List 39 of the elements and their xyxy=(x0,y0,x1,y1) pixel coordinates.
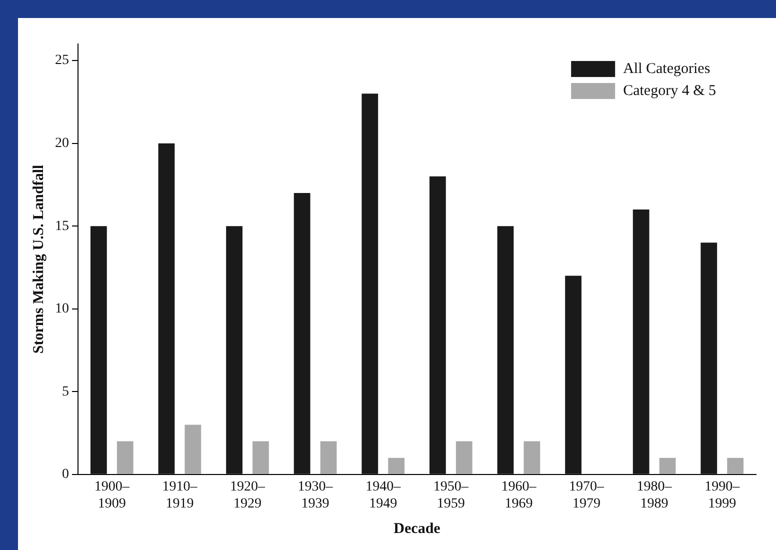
bar xyxy=(727,458,744,474)
bar xyxy=(90,226,107,474)
x-tick-label: 1940– 1949 xyxy=(366,479,402,512)
legend-label: Category 4 & 5 xyxy=(623,82,716,99)
x-tick-label: 1930– 1939 xyxy=(298,479,334,512)
bar xyxy=(524,441,540,474)
bar xyxy=(659,458,676,474)
bar xyxy=(700,242,718,474)
bar xyxy=(456,441,472,474)
legend-label: All Categories xyxy=(623,60,710,77)
y-tick-label: 10 xyxy=(55,302,69,317)
y-tick-label: 15 xyxy=(55,218,69,234)
x-tick-label: 1950– 1959 xyxy=(433,479,470,512)
x-tick-label: 1990– 1999 xyxy=(704,479,741,512)
y-tick-label: 0 xyxy=(62,467,69,482)
y-tick-label: 5 xyxy=(62,384,69,400)
bar xyxy=(632,210,650,474)
bar xyxy=(429,176,446,474)
bar xyxy=(158,143,175,474)
x-tick-label: 1910– 1919 xyxy=(162,479,198,512)
bar xyxy=(497,226,514,474)
bar xyxy=(388,458,405,474)
x-tick-label: 1960– 1969 xyxy=(501,479,538,512)
x-tick-label: 1920– 1929 xyxy=(230,479,266,512)
bar xyxy=(116,441,134,474)
y-axis-title: Storms Making U.S. Landfall xyxy=(30,164,47,354)
bar xyxy=(226,226,242,474)
x-axis-title: Decade xyxy=(394,520,441,537)
x-tick-label: 1980– 1989 xyxy=(636,479,673,512)
bar xyxy=(565,276,582,474)
y-tick-label: 20 xyxy=(55,136,69,151)
x-tick-label: 1970– 1979 xyxy=(569,479,605,512)
bar xyxy=(184,424,202,474)
y-tick-label: 25 xyxy=(55,53,69,68)
bar xyxy=(252,441,269,474)
bar xyxy=(320,441,337,474)
x-tick-label: 1900– 1909 xyxy=(94,479,130,512)
bar xyxy=(362,94,378,474)
bar xyxy=(294,192,310,474)
